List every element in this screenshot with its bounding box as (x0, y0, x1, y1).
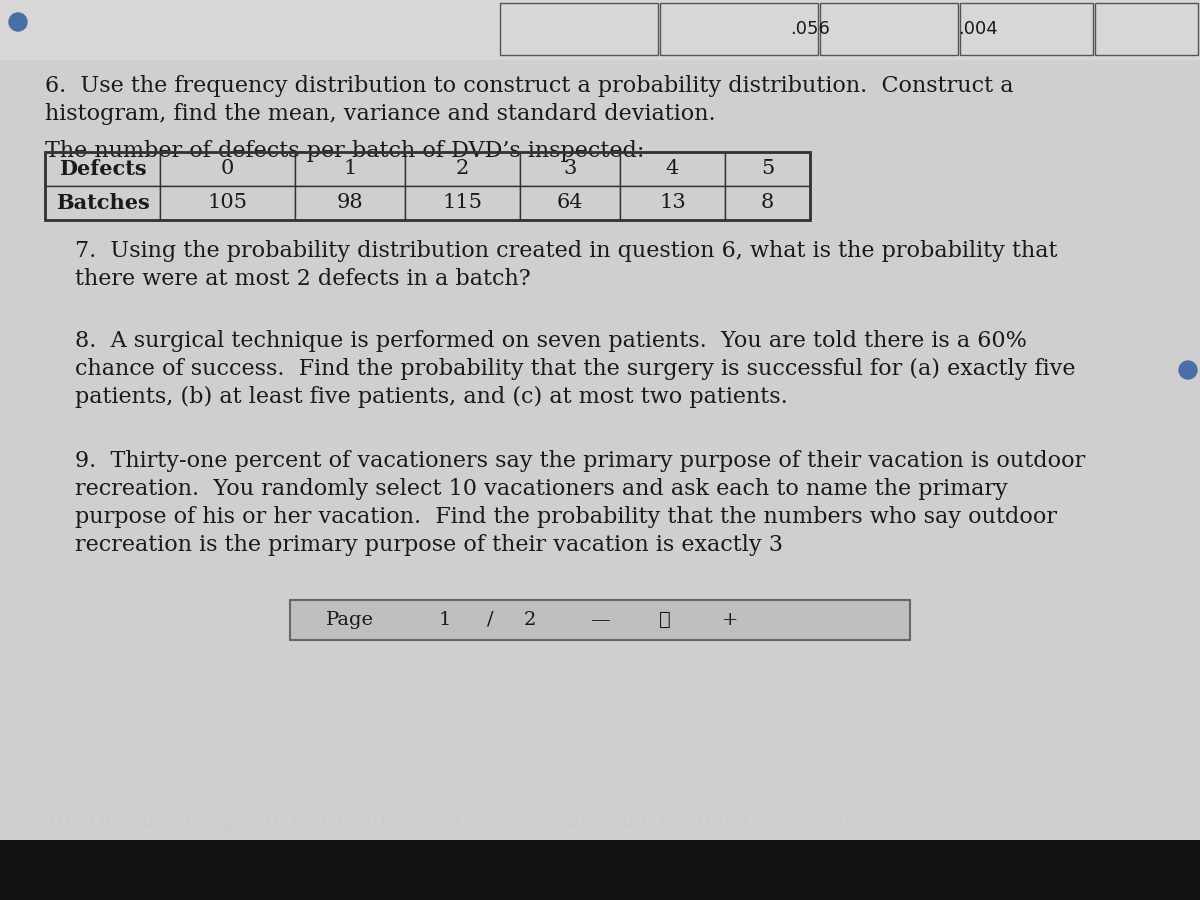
Text: 5: 5 (761, 159, 774, 178)
Bar (290, 600, 910, 640)
Text: Batches: Batches (55, 193, 149, 213)
Text: 3: 3 (563, 159, 577, 178)
Bar (0, 0, 1200, 60)
Text: 2: 2 (524, 611, 536, 629)
Text: patients, (b) at least five patients, and (c) at most two patients.: patients, (b) at least five patients, an… (74, 386, 787, 408)
Text: —: — (590, 611, 610, 629)
Bar (160, 186, 295, 220)
Text: 1: 1 (439, 611, 451, 629)
Bar (46, 152, 160, 186)
Bar (406, 186, 520, 220)
Text: 98: 98 (337, 194, 364, 212)
Text: Defects: Defects (59, 159, 146, 179)
Bar (46, 152, 810, 220)
Text: 64: 64 (557, 194, 583, 212)
Text: The number of defects per batch of DVD’s inspected:: The number of defects per batch of DVD’s… (46, 140, 644, 162)
Bar (620, 186, 725, 220)
Bar (46, 186, 160, 220)
Text: 🔍: 🔍 (659, 611, 671, 629)
Text: 6.  Use the frequency distribution to construct a probability distribution.  Con: 6. Use the frequency distribution to con… (46, 75, 1014, 97)
Bar (520, 186, 620, 220)
Text: 0: 0 (221, 159, 234, 178)
Text: 115: 115 (443, 194, 482, 212)
Text: 10.  Of students ages 16 to 18 with A or B averages who plan to attend college a: 10. Of students ages 16 to 18 with A or … (46, 814, 880, 832)
Bar (295, 152, 406, 186)
Text: 1: 1 (343, 159, 356, 178)
Text: /: / (487, 611, 493, 629)
Bar (820, 3, 958, 55)
Text: chance of success.  Find the probability that the surgery is successful for (a) : chance of success. Find the probability … (74, 358, 1075, 380)
Text: recreation is the primary purpose of their vacation is exactly 3: recreation is the primary purpose of the… (74, 534, 784, 556)
Text: 4: 4 (666, 159, 679, 178)
Bar (160, 152, 295, 186)
Bar (725, 152, 810, 186)
Text: 8.  A surgical technique is performed on seven patients.  You are told there is : 8. A surgical technique is performed on … (74, 330, 1027, 352)
Text: +: + (721, 611, 738, 629)
Bar (960, 3, 1093, 55)
Text: 105: 105 (208, 194, 247, 212)
Text: .004: .004 (958, 20, 998, 38)
Bar (500, 3, 658, 55)
Text: purpose of his or her vacation.  Find the probability that the numbers who say o: purpose of his or her vacation. Find the… (74, 506, 1057, 528)
Text: 13: 13 (659, 194, 686, 212)
Bar (725, 186, 810, 220)
Bar (0, 840, 1200, 900)
Text: 2: 2 (456, 159, 469, 178)
Bar (620, 152, 725, 186)
Text: 9.  Thirty-one percent of vacationers say the primary purpose of their vacation : 9. Thirty-one percent of vacationers say… (74, 450, 1085, 472)
Text: 7.  Using the probability distribution created in question 6, what is the probab: 7. Using the probability distribution cr… (74, 240, 1057, 262)
Bar (660, 3, 818, 55)
Text: recreation.  You randomly select 10 vacationers and ask each to name the primary: recreation. You randomly select 10 vacat… (74, 478, 1008, 500)
Text: there were at most 2 defects in a batch?: there were at most 2 defects in a batch? (74, 268, 530, 290)
Bar (295, 186, 406, 220)
Text: 8: 8 (761, 194, 774, 212)
Bar (1096, 3, 1198, 55)
Circle shape (1178, 361, 1198, 379)
Bar (406, 152, 520, 186)
Text: Page: Page (326, 611, 374, 629)
Bar (520, 152, 620, 186)
Text: .056: .056 (790, 20, 830, 38)
Text: histogram, find the mean, variance and standard deviation.: histogram, find the mean, variance and s… (46, 103, 715, 125)
Circle shape (10, 13, 28, 31)
